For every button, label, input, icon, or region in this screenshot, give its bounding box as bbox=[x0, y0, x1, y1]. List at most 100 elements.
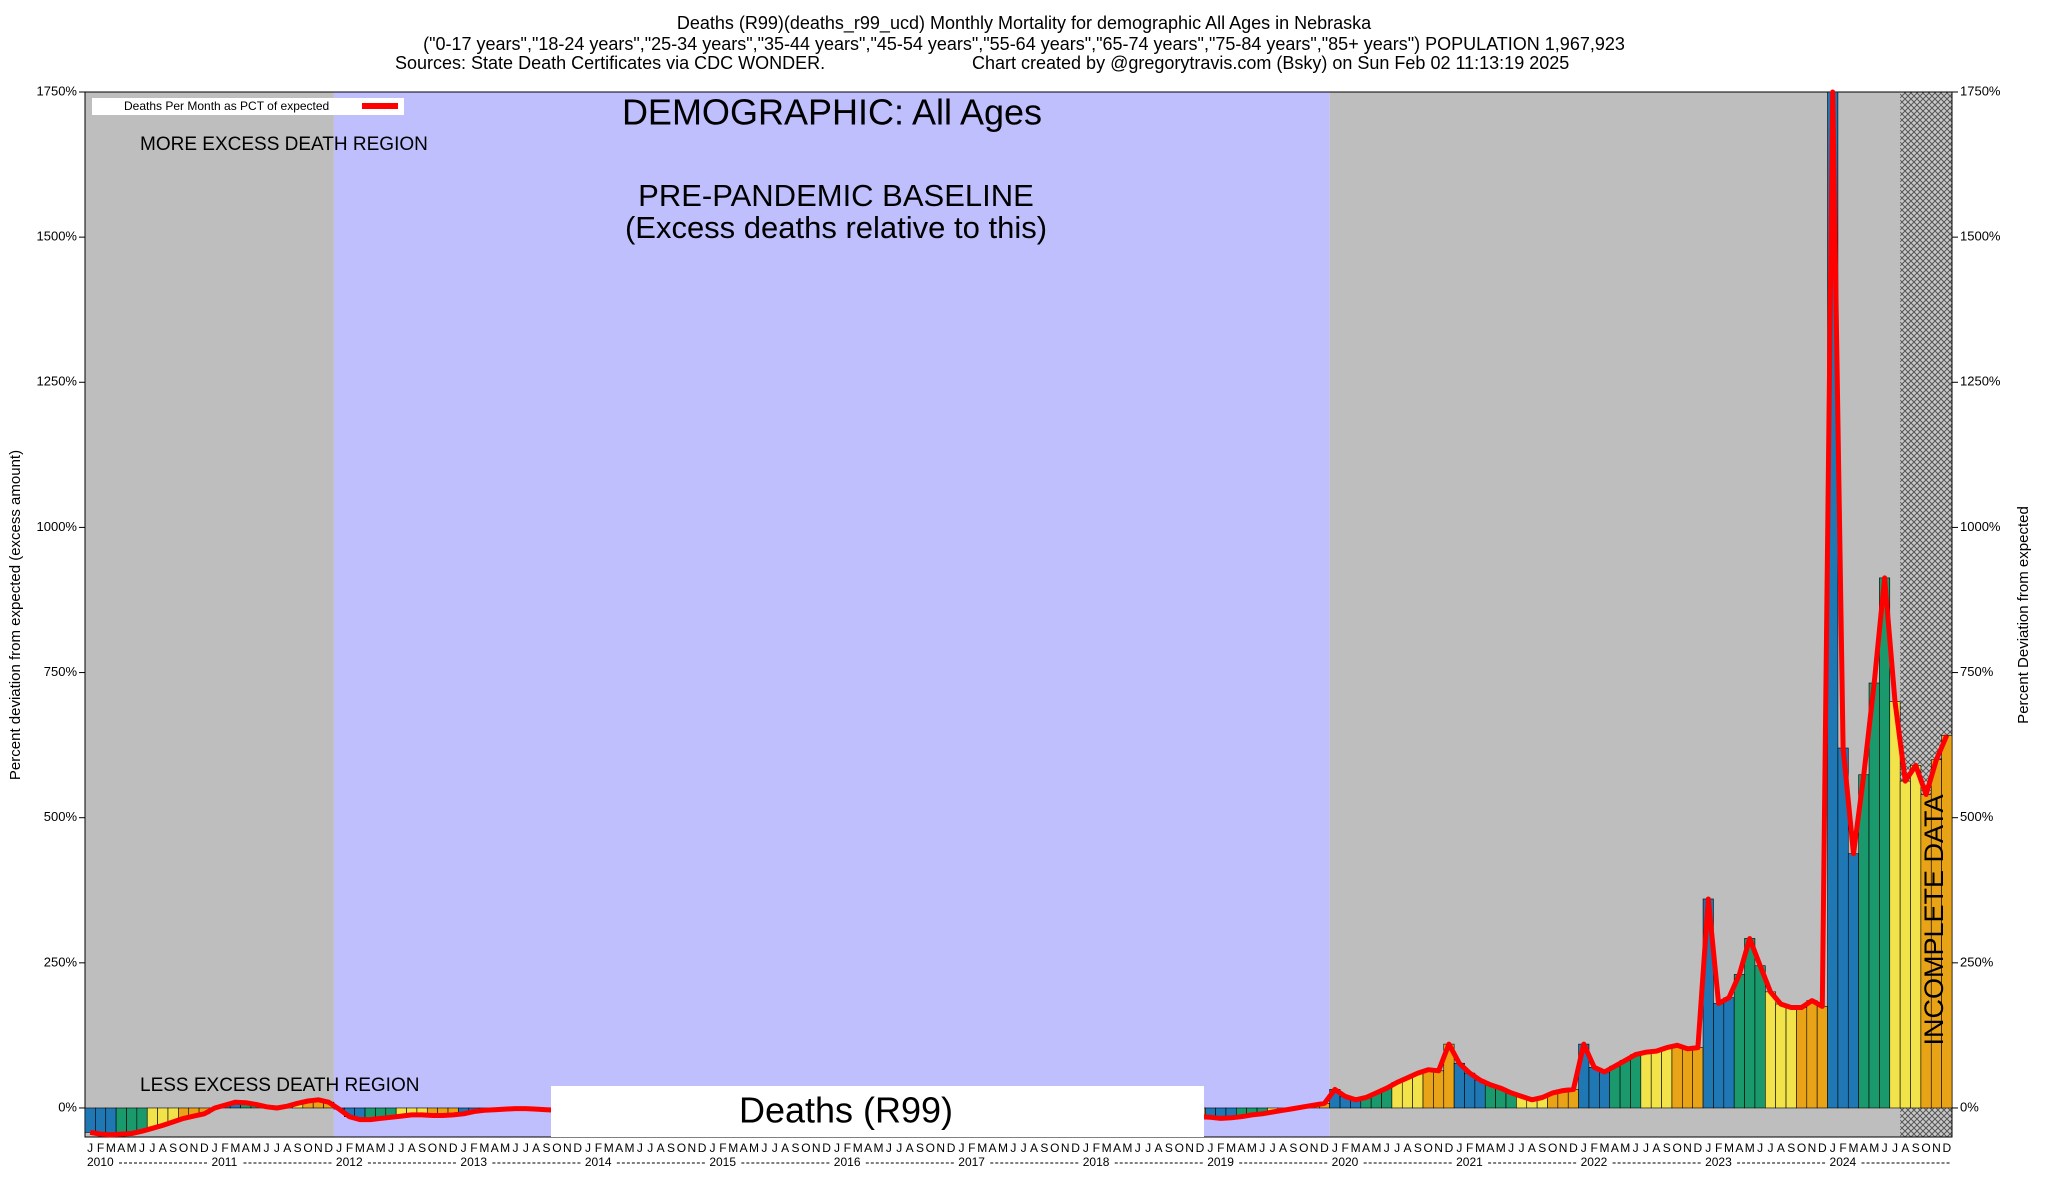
x-tick-label: O bbox=[677, 1141, 686, 1155]
x-tick-label: O bbox=[428, 1141, 437, 1155]
x-tick-label: D bbox=[1445, 1141, 1454, 1155]
year-label: 2017 bbox=[958, 1155, 985, 1169]
x-tick-label: F bbox=[1466, 1141, 1473, 1155]
chart-title: Deaths (R99)(deaths_r99_ucd) Monthly Mor… bbox=[677, 13, 1372, 34]
x-tick-label: J bbox=[512, 1141, 518, 1155]
chart-subtitle: ("0-17 years","18-24 years","25-34 years… bbox=[423, 34, 1625, 54]
x-tick-label: O bbox=[926, 1141, 935, 1155]
x-tick-label: J bbox=[585, 1141, 591, 1155]
x-tick-label: J bbox=[1083, 1141, 1089, 1155]
x-tick-label: A bbox=[408, 1141, 416, 1155]
y-tick-label: 1250% bbox=[37, 374, 78, 389]
y-tick-label: 0% bbox=[58, 1099, 77, 1114]
y2-tick-label: 1000% bbox=[1960, 519, 2001, 534]
bar bbox=[1412, 1072, 1424, 1109]
bar bbox=[105, 1107, 117, 1135]
x-tick-label: S bbox=[1663, 1141, 1671, 1155]
x-tick-label: O bbox=[303, 1141, 312, 1155]
x-tick-label: S bbox=[294, 1141, 302, 1155]
bar bbox=[1713, 1003, 1725, 1109]
x-tick-label: A bbox=[1901, 1141, 1909, 1155]
x-tick-label: O bbox=[1299, 1141, 1308, 1155]
x-tick-label: J bbox=[1519, 1141, 1525, 1155]
x-tick-label: D bbox=[1818, 1141, 1827, 1155]
x-tick-label: J bbox=[1259, 1141, 1265, 1155]
x-tick-label: M bbox=[1745, 1141, 1755, 1155]
x-tick-label: A bbox=[615, 1141, 623, 1155]
x-tick-label: S bbox=[916, 1141, 924, 1155]
x-tick-label: J bbox=[886, 1141, 892, 1155]
x-tick-label: D bbox=[573, 1141, 582, 1155]
x-tick-label: M bbox=[625, 1141, 635, 1155]
bar bbox=[1879, 577, 1891, 1109]
x-tick-label: J bbox=[772, 1141, 778, 1155]
y-tick-label: 1750% bbox=[37, 83, 78, 98]
bar bbox=[1733, 974, 1745, 1109]
bar bbox=[1723, 997, 1735, 1109]
x-tick-label: A bbox=[1403, 1141, 1411, 1155]
x-tick-label: D bbox=[947, 1141, 956, 1155]
year-label: 2015 bbox=[709, 1155, 736, 1169]
bar bbox=[1744, 938, 1756, 1109]
bar bbox=[1816, 1006, 1828, 1109]
x-tick-label: N bbox=[314, 1141, 323, 1155]
x-tick-label: N bbox=[812, 1141, 821, 1155]
x-tick-label: J bbox=[523, 1141, 529, 1155]
x-tick-label: A bbox=[1528, 1141, 1536, 1155]
x-tick-label: D bbox=[698, 1141, 707, 1155]
x-tick-label: J bbox=[1757, 1141, 1763, 1155]
x-tick-label: O bbox=[1548, 1141, 1557, 1155]
x-tick-label: M bbox=[1496, 1141, 1506, 1155]
bar bbox=[1796, 1007, 1808, 1109]
x-tick-label: J bbox=[149, 1141, 155, 1155]
bar bbox=[1682, 1048, 1693, 1109]
more-region: MORE EXCESS DEATH REGION bbox=[140, 134, 428, 155]
x-tick-label: J bbox=[1456, 1141, 1462, 1155]
y2-tick-label: 0% bbox=[1960, 1099, 1979, 1114]
x-tick-label: J bbox=[1705, 1141, 1711, 1155]
x-tick-label: A bbox=[117, 1141, 125, 1155]
year-label: 2011 bbox=[211, 1155, 237, 1169]
x-tick-label: M bbox=[1371, 1141, 1381, 1155]
x-tick-label: F bbox=[1590, 1141, 1597, 1155]
x-tick-label: N bbox=[1683, 1141, 1692, 1155]
x-tick-label: F bbox=[221, 1141, 228, 1155]
cause: Deaths (R99) bbox=[739, 1090, 953, 1131]
x-tick-label: A bbox=[159, 1141, 167, 1155]
x-tick-label: D bbox=[1320, 1141, 1329, 1155]
x-tick-label: J bbox=[1207, 1141, 1213, 1155]
x-tick-label: A bbox=[1777, 1141, 1785, 1155]
y2-tick-label: 750% bbox=[1960, 664, 1994, 679]
x-tick-label: M bbox=[1475, 1141, 1485, 1155]
bar bbox=[1661, 1047, 1673, 1109]
bar bbox=[95, 1107, 107, 1135]
y2-tick-label: 500% bbox=[1960, 809, 1994, 824]
legend-label: Deaths Per Month as PCT of expected bbox=[124, 99, 329, 113]
x-tick-label: O bbox=[1921, 1141, 1930, 1155]
x-tick-label: A bbox=[1237, 1141, 1245, 1155]
x-tick-label: F bbox=[968, 1141, 975, 1155]
x-tick-label: F bbox=[1217, 1141, 1224, 1155]
year-label: 2024 bbox=[1830, 1155, 1857, 1169]
x-tick-label: O bbox=[1424, 1141, 1433, 1155]
x-tick-label: M bbox=[479, 1141, 489, 1155]
bar bbox=[1422, 1069, 1434, 1109]
x-tick-label: J bbox=[336, 1141, 342, 1155]
bar bbox=[1775, 1003, 1787, 1109]
x-tick-label: F bbox=[346, 1141, 353, 1155]
x-tick-label: J bbox=[834, 1141, 840, 1155]
x-tick-label: M bbox=[998, 1141, 1008, 1155]
x-tick-label: M bbox=[873, 1141, 883, 1155]
year-label: 2014 bbox=[585, 1155, 612, 1169]
x-tick-label: J bbox=[264, 1141, 270, 1155]
x-tick-label: M bbox=[1848, 1141, 1858, 1155]
x-tick-label: J bbox=[1643, 1141, 1649, 1155]
x-tick-label: J bbox=[1830, 1141, 1836, 1155]
x-tick-label: F bbox=[1342, 1141, 1349, 1155]
x-tick-label: J bbox=[388, 1141, 394, 1155]
x-tick-label: J bbox=[637, 1141, 643, 1155]
x-tick-label: A bbox=[1860, 1141, 1868, 1155]
x-tick-label: D bbox=[1942, 1141, 1951, 1155]
x-tick-label: A bbox=[906, 1141, 914, 1155]
x-tick-label: F bbox=[470, 1141, 477, 1155]
